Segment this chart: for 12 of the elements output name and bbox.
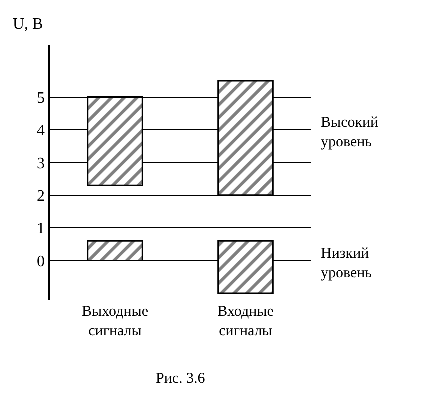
y-tick-label: 0	[37, 253, 46, 270]
x-tick-label: Входные сигналы	[218, 304, 274, 340]
y-tick-label: 1	[37, 220, 46, 238]
y-tick-label: 5	[37, 90, 46, 107]
y-tick-label: 4	[37, 122, 46, 140]
y-axis-title: U, В	[13, 16, 44, 33]
y-tick-label: 3	[37, 155, 46, 172]
text: Рис. 3.6	[156, 371, 206, 387]
x-tick-label: Выходные сигналы	[82, 304, 149, 340]
y-tick-label: 2	[37, 188, 46, 205]
text: Высокий уровень	[321, 115, 379, 150]
text: Низкий уровень	[321, 246, 372, 282]
